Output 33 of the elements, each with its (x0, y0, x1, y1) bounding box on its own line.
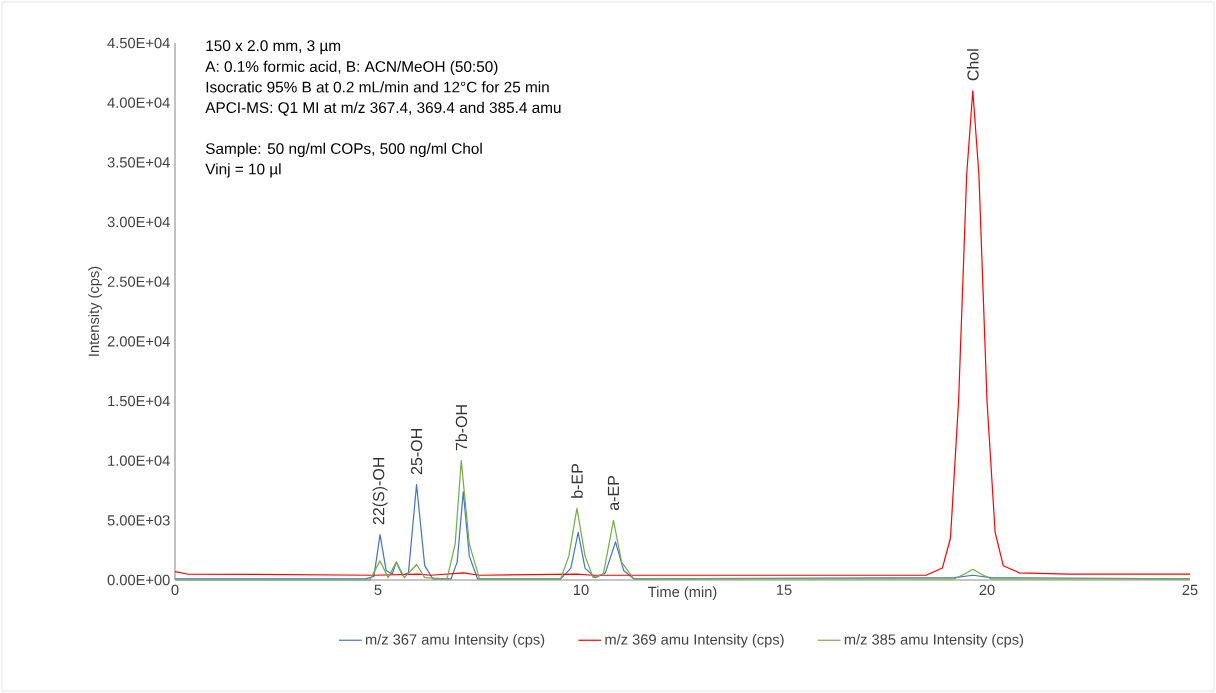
annotation: APCI-MS: Q1 MI at m/z 367.4, 369.4 and 385.4 amu (205, 101, 561, 116)
x-tick-label: 5 (374, 584, 382, 595)
y-tick-label: 3.00E+04 (107, 216, 170, 228)
annotation: 150 x 2.0 mm, 3 µm (206, 40, 341, 55)
annotation: 22(S)-OH (372, 457, 388, 525)
y-tick-label: 3.50E+04 (107, 157, 170, 168)
annotation: Vinj = 10 µl (205, 163, 281, 178)
legend-label: m/z 369 amu Intensity (cps) (605, 633, 784, 648)
y-axis-title: Intensity (cps) (88, 266, 102, 356)
y-tick-label: 1.00E+04 (108, 455, 170, 466)
annotation: Sample: 50 ng/ml COPs, 500 ng/ml Chol (205, 142, 482, 158)
annotation: a-EP (607, 476, 620, 511)
x-axis-title: Time (min) (648, 586, 717, 600)
y-tick-label: 4.50E+04 (107, 37, 170, 49)
x-tick-label: 10 (573, 584, 589, 596)
x-tick-label: 20 (979, 584, 995, 596)
annotation: 25-OH (410, 429, 423, 475)
y-tick-label: 4.00E+04 (107, 97, 170, 108)
y-tick-label: 2.50E+04 (107, 276, 170, 287)
x-tick-label: 15 (776, 584, 792, 595)
y-tick-label: 5.00E+03 (107, 515, 170, 526)
annotation: 7b-OH (455, 405, 468, 451)
annotation: A: 0.1% formic acid, B: ACN/MeOH (50:50) (205, 60, 498, 76)
annotation: Chol (966, 49, 979, 81)
y-tick-label: 0.00E+00 (107, 574, 170, 586)
legend-label: m/z 367 amu Intensity (cps) (365, 633, 545, 648)
x-tick-label: 0 (171, 584, 179, 596)
annotation: b-EP (571, 464, 583, 498)
y-tick-label: 2.00E+04 (107, 336, 170, 347)
y-tick-label: 1.50E+04 (108, 395, 170, 407)
annotation: Isocratic 95% B at 0.2 mL/min and 12°C for 25 min (206, 81, 549, 93)
x-tick-label: 25 (1182, 584, 1198, 596)
legend-label: m/z 385 amu Intensity (cps) (844, 633, 1024, 648)
